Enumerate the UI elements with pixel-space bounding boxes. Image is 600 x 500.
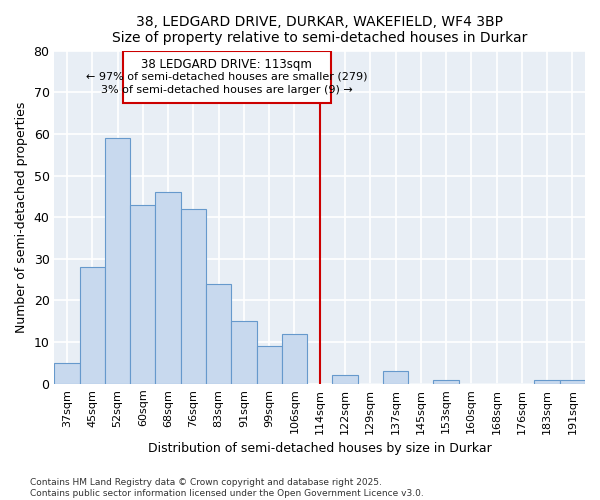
Text: 38 LEDGARD DRIVE: 113sqm: 38 LEDGARD DRIVE: 113sqm [142,58,312,71]
Bar [231,322,257,384]
Bar [560,380,585,384]
Text: 3% of semi-detached houses are larger (9) →: 3% of semi-detached houses are larger (9… [101,84,353,94]
Text: ← 97% of semi-detached houses are smaller (279): ← 97% of semi-detached houses are smalle… [86,72,368,82]
Bar [332,376,358,384]
Bar [383,372,408,384]
Bar [55,363,80,384]
Bar [122,50,331,102]
Bar [155,192,181,384]
Bar [105,138,130,384]
Bar [535,380,560,384]
Bar [282,334,307,384]
Bar [433,380,458,384]
Text: Contains HM Land Registry data © Crown copyright and database right 2025.
Contai: Contains HM Land Registry data © Crown c… [30,478,424,498]
X-axis label: Distribution of semi-detached houses by size in Durkar: Distribution of semi-detached houses by … [148,442,491,455]
Title: 38, LEDGARD DRIVE, DURKAR, WAKEFIELD, WF4 3BP
Size of property relative to semi-: 38, LEDGARD DRIVE, DURKAR, WAKEFIELD, WF… [112,15,527,45]
Bar [206,284,231,384]
Bar [257,346,282,384]
Bar [130,204,155,384]
Bar [181,209,206,384]
Y-axis label: Number of semi-detached properties: Number of semi-detached properties [15,102,28,333]
Bar [80,267,105,384]
